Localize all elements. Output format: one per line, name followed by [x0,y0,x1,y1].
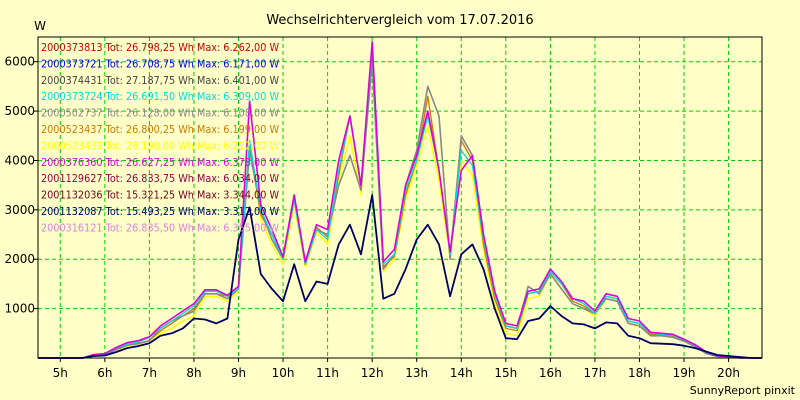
grid [38,37,762,358]
footer-credit: SunnyReport pinxit [690,384,796,397]
legend-entry: 2001132087 Tot: 15.493,25 Wh Max: 3.312,… [41,205,279,218]
legend-entry: 2000523439 Tot: 26.198,00 Wh Max: 6.212,… [41,139,279,152]
x-tick-label: 5h [53,366,68,380]
legend-entry: 2001129627 Tot: 26.833,75 Wh Max: 6.034,… [41,172,279,185]
plot-frame [37,36,763,359]
x-tick-label: 20h [717,366,740,380]
legend-entry: 2000376360 Tot: 26.627,25 Wh Max: 6.378,… [41,156,279,169]
series-line [38,41,762,359]
legend-entry: 2000374431 Tot: 27.187,75 Wh Max: 6.401,… [41,74,279,87]
x-tick-label: 9h [231,366,246,380]
legend: 2000373813 Tot: 26.798,25 Wh Max: 6.262,… [41,41,279,234]
y-tick-label: 1000 [4,302,35,316]
x-tick-label: 11h [316,366,339,380]
y-tick-label: 5000 [4,104,35,118]
series-lines [38,41,762,359]
y-tick-label: 2000 [4,252,35,266]
legend-entry: 2000502737 Tot: 26.128,00 Wh Max: 6.108,… [41,107,279,120]
x-tick-label: 12h [361,366,384,380]
x-tick-label: 15h [494,366,517,380]
series-line [38,46,762,359]
legend-entry: 2000373813 Tot: 26.798,25 Wh Max: 6.262,… [41,41,279,54]
x-tick-label: 13h [405,366,428,380]
chart-title: Wechselrichtervergleich vom 17.07.2016 [266,13,533,28]
legend-entry: 2000373724 Tot: 26.691,50 Wh Max: 6.309,… [41,90,279,103]
legend-entry: 2000523437 Tot: 26.800,25 Wh Max: 6.199,… [41,123,279,136]
y-axis-unit-label: W [34,19,46,33]
y-tick-label: 3000 [4,203,35,217]
axis-ticks: 5h 6h 7h 8h 9h 10h 11h 12h 13h 14h 15h 16h 17h 18h 19h… [4,55,740,380]
x-tick-label: 16h [539,366,562,380]
x-tick-label: 14h [450,366,473,380]
x-tick-label: 7h [142,366,157,380]
x-tick-label: 17h [583,366,606,380]
y-tick-label: 6000 [4,55,35,69]
y-tick-label: 4000 [4,153,35,167]
legend-entry: 2000373721 Tot: 26.708,75 Wh Max: 6.171,… [41,57,279,70]
x-tick-label: 19h [673,366,696,380]
plot-area [38,37,762,358]
series-line [38,194,762,359]
x-tick-label: 18h [628,366,651,380]
legend-entry: 2001132036 Tot: 15.321,25 Wh Max: 3.344,… [41,189,279,202]
legend-entry: 2000316121 Tot: 26.835,50 Wh Max: 6.355,… [41,221,279,234]
x-tick-label: 8h [186,366,201,380]
x-tick-label: 10h [272,366,295,380]
x-tick-label: 6h [97,366,112,380]
